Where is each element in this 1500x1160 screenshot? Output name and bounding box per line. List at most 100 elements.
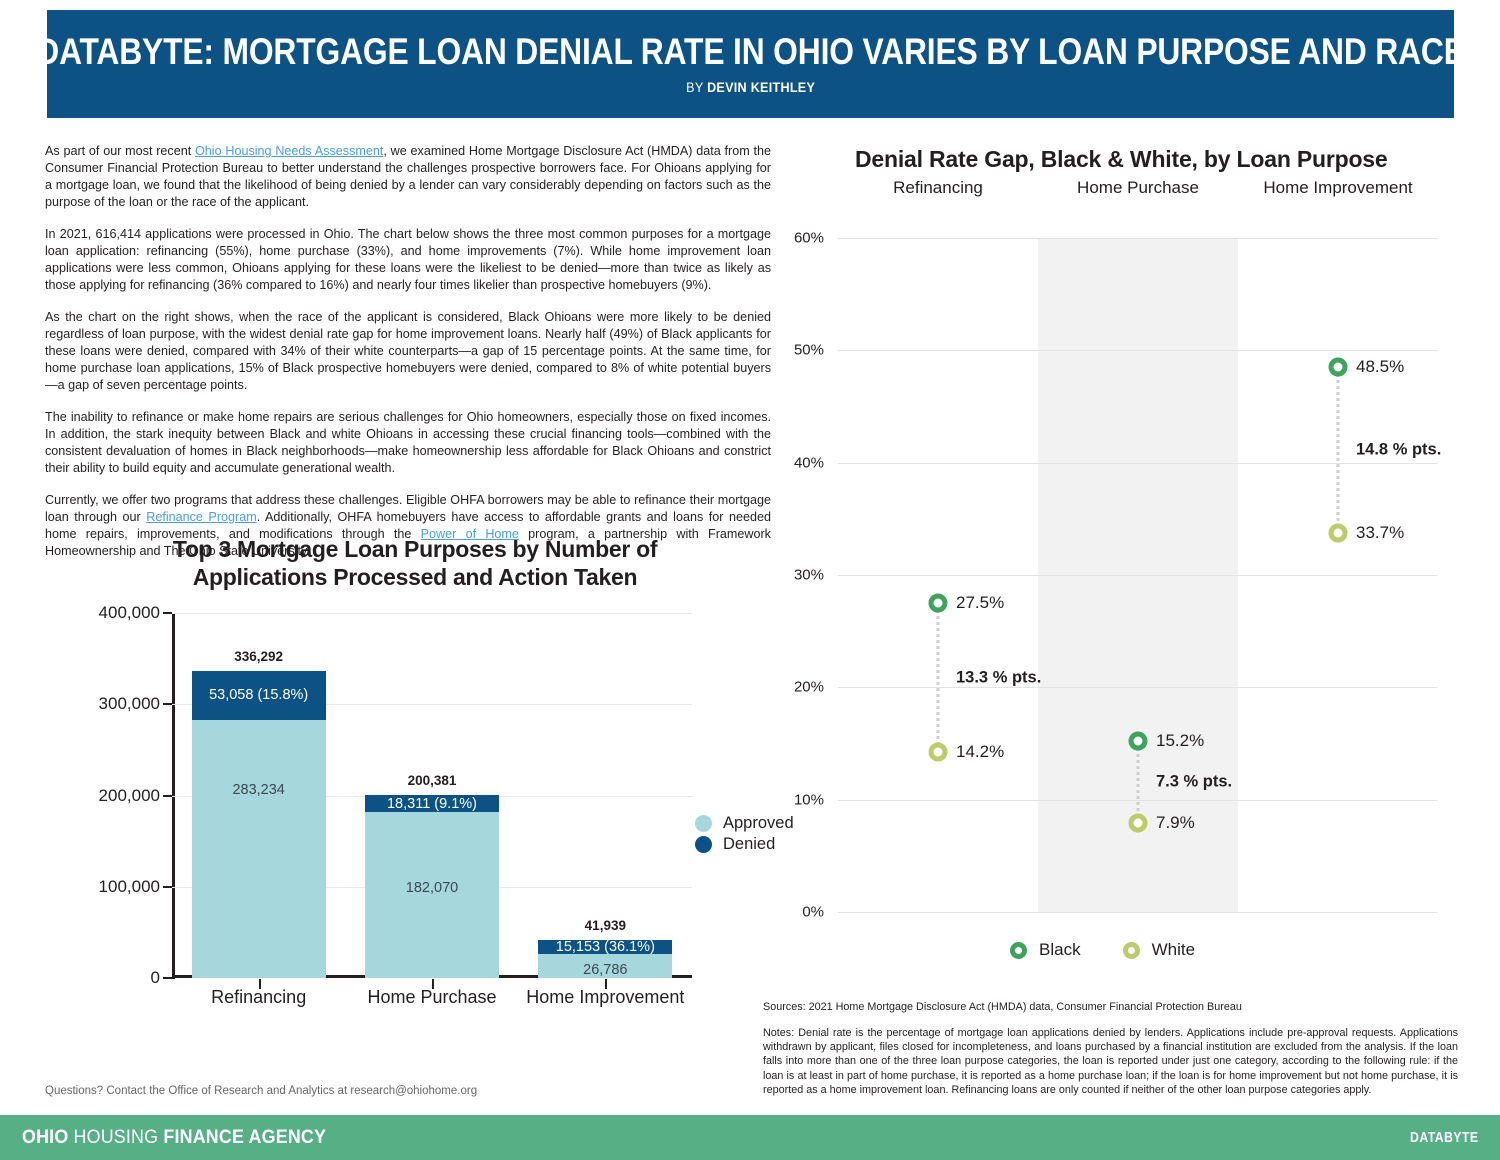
- page-title: DATABYTE: MORTGAGE LOAN DENIAL RATE IN O…: [36, 31, 1465, 73]
- dumbbell-chart-column-header: Home Purchase: [1077, 178, 1199, 197]
- link-refinance-program[interactable]: Refinance Program: [146, 510, 257, 524]
- bar-stack[interactable]: 182,070 18,311 (9.1%) 200,381: [365, 773, 499, 978]
- bar-chart-y-tick: [163, 885, 172, 888]
- data-label-white: 7.9%: [1156, 813, 1195, 833]
- brand-thin: HOUSING: [68, 1126, 164, 1148]
- bar-chart-x-label: Home Improvement: [526, 987, 685, 1007]
- dumbbell-connector-line: [1336, 367, 1340, 534]
- bar-segment-approved[interactable]: 26,786: [538, 953, 673, 978]
- bar-chart-title: Top 3 Mortgage Loan Purposes by Number o…: [172, 536, 658, 590]
- data-point-black[interactable]: [928, 593, 948, 613]
- legend-ring-black-icon: [1010, 941, 1027, 959]
- page-footer: OHIO HOUSING FINANCE AGENCY DATABYTE: [0, 1115, 1500, 1160]
- bar-segment-denied[interactable]: 15,153 (36.1%): [538, 939, 673, 955]
- legend-ring-white-icon: [1122, 941, 1140, 959]
- bar-segment-approved[interactable]: 182,070: [365, 811, 499, 978]
- dumbbell-chart-gridline: [838, 912, 1438, 913]
- link-ohio-housing-needs-assessment[interactable]: Ohio Housing Needs Assessment: [194, 144, 384, 158]
- sources-text: Sources: 2021 Home Mortgage Disclosure A…: [763, 1001, 1242, 1013]
- legend-swatch-approved-icon: [695, 815, 712, 832]
- bar-chart-loan-purposes: Top 3 Mortgage Loan Purposes by Number o…: [45, 536, 794, 1096]
- dumbbell-chart-gridline: [838, 350, 1438, 352]
- dumbbell-connector-line: [936, 603, 940, 753]
- dumbbell-chart-legend: Black White: [1010, 940, 1237, 960]
- gap-label: 13.3 % pts.: [956, 668, 1042, 687]
- page-header: DATABYTE: MORTGAGE LOAN DENIAL RATE IN O…: [36, 10, 1465, 118]
- legend-label-black: Black: [1039, 940, 1081, 959]
- bar-segment-denied[interactable]: 18,311 (9.1%): [365, 795, 499, 812]
- gap-label: 7.3 % pts.: [1156, 772, 1233, 791]
- data-label-black: 48.5%: [1356, 357, 1405, 377]
- dumbbell-chart-gridline: [838, 462, 1438, 464]
- dumbbell-chart-denial-gap: Denial Rate Gap, Black & White, by Loan …: [760, 140, 1460, 1000]
- p5-text-a: Currently, we offer two programs that ad…: [45, 493, 771, 524]
- bar-stack[interactable]: 26,786 15,153 (36.1%) 41,939: [538, 918, 673, 978]
- legend-item-black: Black: [1010, 940, 1081, 960]
- dumbbell-chart-y-tick-label: 0%: [802, 903, 824, 921]
- bar-chart-gridline: [172, 613, 692, 614]
- brand-bold-1: OHIO: [22, 1126, 69, 1148]
- brand-bold-2: FINANCE AGENCY: [163, 1126, 327, 1148]
- dumbbell-chart-y-tick-label: 50%: [793, 341, 824, 359]
- paragraph-1: As part of our most recent Ohio Housing …: [45, 143, 771, 211]
- dumbbell-chart-gridline: [838, 575, 1438, 576]
- data-point-white[interactable]: [1128, 813, 1148, 833]
- paragraph-5: Currently, we offer two programs that ad…: [45, 492, 771, 560]
- data-point-black[interactable]: [1328, 357, 1348, 377]
- bar-chart-x-tick: [258, 979, 261, 989]
- p5-text-c: program, a partnership with Framework Ho…: [45, 527, 771, 558]
- dumbbell-chart-gridline: [838, 687, 1438, 689]
- bar-chart-y-tick-label: 0: [150, 968, 160, 987]
- dumbbell-chart-y-tick-label: 60%: [793, 229, 824, 247]
- legend-label-approved: Approved: [723, 814, 794, 832]
- p5-text-b: . Additionally, OHFA homebuyers have acc…: [45, 510, 771, 541]
- legend-item-denied: Denied: [695, 835, 794, 854]
- data-label-black: 15.2%: [1156, 731, 1205, 751]
- legend-swatch-denied-icon: [695, 836, 712, 853]
- data-label-black: 27.5%: [956, 593, 1005, 613]
- bar-total-label: 200,381: [407, 773, 457, 789]
- bar-chart-y-tick-label: 300,000: [98, 694, 160, 714]
- paragraph-4: The inability to refinance or make home …: [45, 410, 771, 475]
- dumbbell-chart-y-tick-label: 30%: [793, 566, 824, 584]
- dumbbell-chart-y-tick-label: 40%: [793, 454, 824, 472]
- link-power-of-home[interactable]: Power of Home: [420, 527, 519, 541]
- paragraph-3: As the chart on the right shows, when th…: [45, 310, 771, 392]
- dumbbell-chart-y-tick-label: 10%: [793, 791, 824, 809]
- dumbbell-chart-title: Denial Rate Gap, Black & White, by Loan …: [855, 146, 1388, 172]
- data-point-black[interactable]: [1128, 731, 1148, 751]
- bar-total-label: 336,292: [234, 649, 284, 665]
- bar-chart-x-tick: [432, 979, 434, 989]
- bar-chart-x-tick: [605, 979, 608, 989]
- legend-item-approved: Approved: [695, 814, 794, 833]
- article-body: As part of our most recent Ohio Housing …: [45, 143, 771, 560]
- bar-stack[interactable]: 283,234 53,058 (15.8%) 336,292: [191, 649, 326, 978]
- dumbbell-chart-plot-area: 0% 10% 20% 30% 40% 50% 60% Refinancing 27.5% 14.2…: [794, 178, 1441, 921]
- dumbbell-chart-y-tick-label: 20%: [793, 678, 824, 696]
- author-name: DEVIN KEITHLEY: [706, 78, 815, 95]
- byline-prefix: BY: [685, 78, 707, 95]
- notes-text: Notes: Denial rate is the percentage of …: [763, 1027, 1458, 1096]
- bar-chart-y-tick: [163, 977, 172, 979]
- legend-label-denied: Denied: [723, 835, 776, 853]
- data-point-white[interactable]: [1328, 523, 1348, 543]
- bar-chart-x-label: Refinancing: [211, 987, 307, 1007]
- ohfa-logo: OHIO HOUSING FINANCE AGENCY: [22, 1127, 326, 1149]
- bar-chart-y-tick: [163, 794, 172, 797]
- bar-chart-y-tick-label: 100,000: [98, 876, 160, 896]
- bar-chart-y-tick-label: 400,000: [98, 603, 160, 622]
- bar-segment-denied[interactable]: 53,058 (15.8%): [191, 671, 326, 720]
- legend-label-white: White: [1151, 940, 1196, 959]
- data-label-white: 33.7%: [1356, 523, 1405, 543]
- paragraph-2: In 2021, 616,414 applications were proce…: [45, 227, 771, 292]
- data-point-white[interactable]: [928, 742, 948, 762]
- contact-note: Questions? Contact the Office of Researc…: [45, 1085, 478, 1097]
- bar-segment-approved[interactable]: 283,234: [191, 719, 326, 978]
- dumbbell-chart-column-header: Home Improvement: [1263, 178, 1413, 197]
- bar-chart-plot-area: 0 100,000 200,000 300,000 400,000 283,234 53,0…: [99, 603, 692, 1007]
- byline: BY DEVIN KEITHLEY: [686, 79, 815, 95]
- bar-chart-gridline: [172, 704, 692, 706]
- bar-chart-y-tick: [163, 703, 172, 706]
- bar-chart-y-tick: [163, 612, 172, 614]
